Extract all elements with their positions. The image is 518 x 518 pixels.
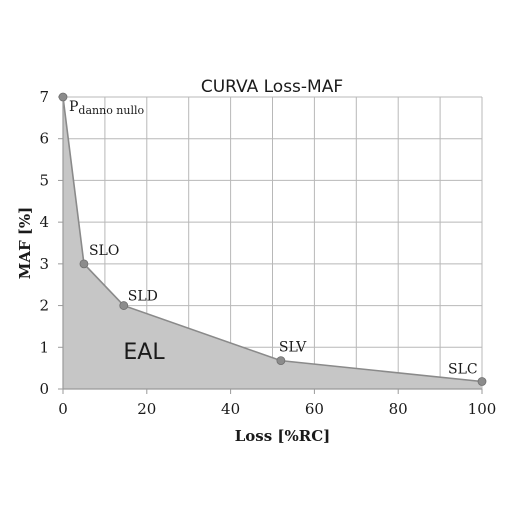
point-label: SLO: [89, 243, 119, 259]
y-tick-label: 2: [39, 297, 49, 315]
data-point: [119, 301, 129, 310]
point-label: Pdanno nullo: [69, 99, 145, 117]
y-tick-label: 7: [39, 88, 49, 106]
point-label: SLC: [448, 361, 478, 377]
x-axis-label: Loss [%RC]: [235, 427, 331, 445]
chart-title: CURVA Loss-MAF: [201, 77, 343, 97]
tick-labels: 0 20 40 60 80 100 0 1 2 3 4 5 6 7: [39, 88, 496, 418]
data-point: [79, 259, 89, 269]
y-tick-label: 4: [39, 213, 49, 231]
axes: [58, 96, 483, 394]
point-labels: Pdanno nullo SLO SLD SLV SLC: [69, 99, 478, 377]
y-axis-label: MAF [%]: [16, 207, 34, 280]
x-tick-label: 0: [58, 400, 68, 418]
area-label: EAL: [123, 340, 165, 365]
y-tick-label: 5: [39, 171, 49, 189]
y-tick-label: 1: [39, 338, 49, 356]
x-tick-label: 100: [468, 400, 497, 418]
point-label-subscript: danno nullo: [78, 104, 144, 117]
markers: [58, 92, 487, 386]
point-label: SLV: [279, 340, 307, 356]
y-tick-label: 3: [39, 255, 49, 273]
y-tick-label: 0: [39, 380, 49, 398]
data-point: [477, 377, 487, 386]
area-fill: [63, 97, 482, 389]
data-point: [58, 92, 68, 102]
data-point: [276, 356, 286, 366]
y-tick-label: 6: [39, 130, 49, 148]
x-tick-label: 40: [221, 400, 240, 418]
point-label: SLD: [128, 289, 158, 305]
x-tick-label: 20: [137, 400, 156, 418]
x-tick-label: 60: [305, 400, 324, 418]
x-tick-label: 80: [389, 400, 408, 418]
